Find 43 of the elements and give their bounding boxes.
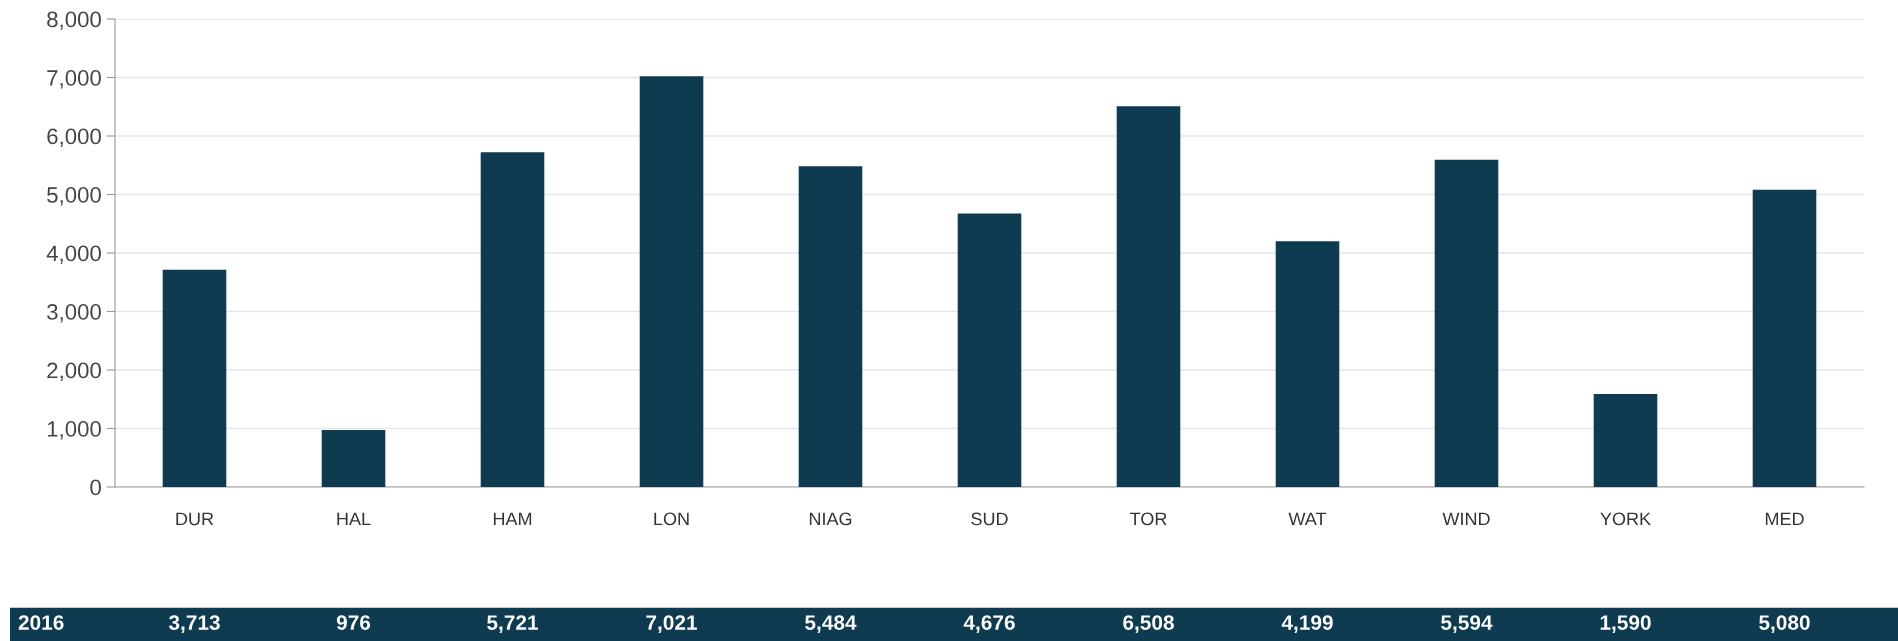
x-tick-label: HAL	[337, 512, 371, 526]
bar	[798, 166, 863, 487]
bar	[1752, 189, 1817, 487]
x-tick-label: MED	[1765, 512, 1804, 526]
bar	[639, 76, 704, 487]
data-label: 5,594	[1441, 615, 1493, 633]
y-tick-label: 2,000	[47, 362, 101, 381]
x-tick-label: SUD	[971, 512, 1008, 526]
y-tick-label: 8,000	[47, 11, 101, 30]
y-tick-label: 3,000	[47, 304, 101, 323]
data-label: 4,199	[1281, 615, 1333, 633]
x-tick-label: WAT	[1288, 512, 1327, 526]
text: 2016	[18, 615, 64, 630]
x-tick-label: TOR	[1130, 512, 1167, 526]
x-tick-label: NIAG	[809, 512, 852, 526]
data-label: 3,713	[168, 615, 220, 633]
bar	[1275, 241, 1340, 487]
data-label: 4,676	[963, 615, 1015, 633]
bar	[957, 213, 1022, 487]
bar	[1593, 393, 1658, 487]
data-label: 7,021	[646, 615, 697, 633]
y-tick-label: 1,000	[47, 421, 101, 440]
data-label: 5,484	[805, 615, 857, 633]
bar	[1116, 106, 1181, 487]
x-tick-label: HAM	[493, 512, 532, 526]
y-tick-label: 0	[90, 479, 101, 496]
data-label: 6,508	[1123, 615, 1174, 633]
y-tick-label: 5,000	[47, 187, 101, 206]
bar	[480, 152, 545, 487]
y-tick-label: 4,000	[46, 245, 101, 264]
x-tick-label: DUR	[176, 512, 214, 526]
y-tick-label: 6,000	[47, 128, 101, 147]
data-label: 5,721	[487, 615, 538, 633]
bar	[1434, 159, 1499, 487]
x-tick-label: LON	[654, 512, 689, 526]
data-label: 5,080	[1759, 615, 1810, 633]
data-label: 1,590	[1600, 615, 1651, 633]
y-tick-label: 7,000	[47, 70, 101, 89]
bar	[321, 429, 386, 487]
data-label: 976	[336, 615, 371, 630]
bar	[162, 269, 227, 487]
x-tick-label: YORK	[1600, 512, 1651, 526]
x-tick-label: WIND	[1442, 512, 1490, 526]
